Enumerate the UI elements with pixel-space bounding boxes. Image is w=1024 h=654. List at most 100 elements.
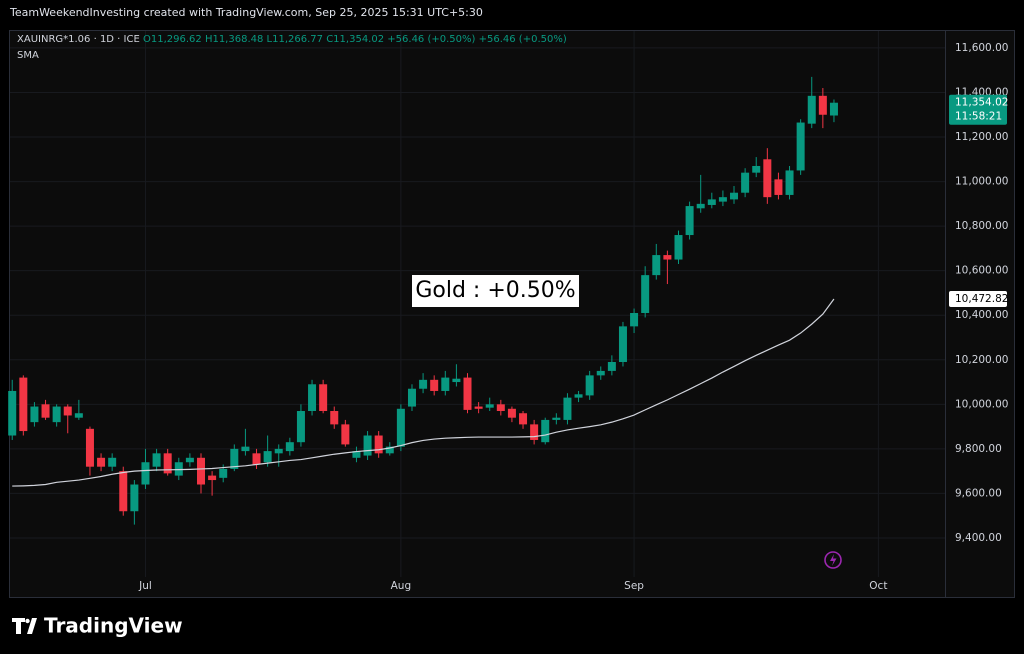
y-tick-label: 11,000.00 (955, 176, 1008, 188)
y-tick-label: 9,800.00 (955, 443, 1002, 455)
candle-body (97, 457, 106, 467)
candle-body (30, 406, 39, 423)
candle-body (441, 377, 450, 391)
y-tick-label: 10,800.00 (955, 220, 1008, 232)
candle-body (241, 446, 250, 452)
annotation: Gold : +0.50% (412, 275, 579, 307)
candle-body (696, 203, 705, 209)
candle-body (419, 379, 428, 389)
x-tick-label: Oct (869, 580, 887, 592)
candle-body (108, 457, 117, 467)
alert-icon[interactable] (824, 551, 842, 569)
alert-icon-bolt (830, 554, 837, 566)
candle-body (407, 388, 416, 407)
candle-body (374, 435, 383, 454)
sma-price-label: 10,472.82 (955, 293, 1008, 305)
candle-body (363, 435, 372, 456)
change: +56.46 (+0.50%) (478, 34, 567, 45)
candle-body (52, 406, 61, 423)
candle-body (74, 413, 83, 418)
y-tick-label: 10,000.00 (955, 398, 1008, 410)
candle-body (352, 451, 361, 458)
candle-body (230, 448, 239, 469)
candle-body (274, 448, 283, 454)
logo: TradingView (12, 614, 183, 638)
candle-body (252, 453, 261, 465)
x-tick-label: Jul (138, 580, 152, 592)
indicator-legend: SMA (17, 50, 39, 61)
candle-body (463, 377, 472, 410)
sma-price-box (949, 291, 1007, 308)
y-tick-label: 9,400.00 (955, 532, 1002, 544)
candle-body (296, 411, 305, 443)
candle-body (741, 172, 750, 193)
chart-frame (9, 30, 1015, 598)
candle-body (263, 451, 272, 463)
last-price-label: 11,354.02 (955, 97, 1008, 109)
last-price-box (949, 94, 1007, 125)
candle-body (574, 394, 583, 398)
y-tick-label: 10,400.00 (955, 309, 1008, 321)
candle-body (530, 424, 539, 440)
x-tick-label: Aug (391, 580, 412, 592)
candle-body (219, 468, 228, 478)
candle-body (341, 424, 350, 445)
candle-body (130, 484, 139, 512)
candle-body (552, 417, 561, 420)
candle-body (174, 462, 183, 476)
candle-body (730, 192, 739, 200)
y-tick-label: 10,600.00 (955, 265, 1008, 277)
candle-body (208, 475, 217, 481)
candle-body (19, 377, 28, 432)
change: +56.46 (+0.50%) (387, 34, 476, 45)
ohlc-low: L11,266.77 (266, 34, 324, 45)
candle-body (308, 384, 317, 412)
candle-body (196, 457, 205, 485)
x-tick-label: Sep (624, 580, 644, 592)
candle-body (685, 206, 694, 236)
candle-body (141, 462, 150, 485)
ohlc-open: O11,296.62 (142, 34, 202, 45)
y-tick-label: 9,600.00 (955, 487, 1002, 499)
y-tick-label: 11,600.00 (955, 42, 1008, 54)
logo-dot (25, 618, 30, 624)
candle-body (829, 102, 838, 116)
candle-body (396, 408, 405, 447)
candle-body (85, 428, 94, 467)
sma-line (12, 298, 835, 487)
candle-body (452, 378, 461, 383)
candle-body (41, 404, 50, 418)
candle-body (652, 255, 661, 276)
candle-body (818, 95, 827, 115)
y-tick-label: 11,200.00 (955, 131, 1008, 143)
candle-body (785, 170, 794, 195)
candle-body (763, 159, 772, 198)
ohlc-close: C11,354.02 (326, 34, 385, 45)
candle-body (707, 199, 716, 205)
credit: TeamWeekendInvesting created with Tradin… (10, 6, 483, 19)
candle-body (541, 419, 550, 443)
candle-body (663, 255, 672, 260)
candle-body (585, 375, 594, 396)
candle-body (519, 413, 528, 425)
candle-body (507, 408, 516, 418)
candle-body (330, 411, 339, 425)
candle-body (163, 453, 172, 474)
legend-row: XAUINRG*1.06 · 1D · ICE O11,296.62 H11,3… (17, 34, 567, 45)
candle-body (630, 312, 639, 327)
candle-body (674, 235, 683, 260)
candle-body (285, 442, 294, 452)
logo-text: TradingView (44, 614, 183, 638)
candle-body (496, 404, 505, 412)
candle-body (618, 326, 627, 363)
candle-body (474, 406, 483, 409)
candle-body (596, 370, 605, 376)
candle-body (385, 446, 394, 454)
candle-body (796, 122, 805, 171)
symbol: XAUINRG*1.06 · 1D · ICE (17, 34, 140, 45)
candle-body (752, 165, 761, 173)
candle-body (319, 384, 328, 412)
candle-body (774, 179, 783, 195)
